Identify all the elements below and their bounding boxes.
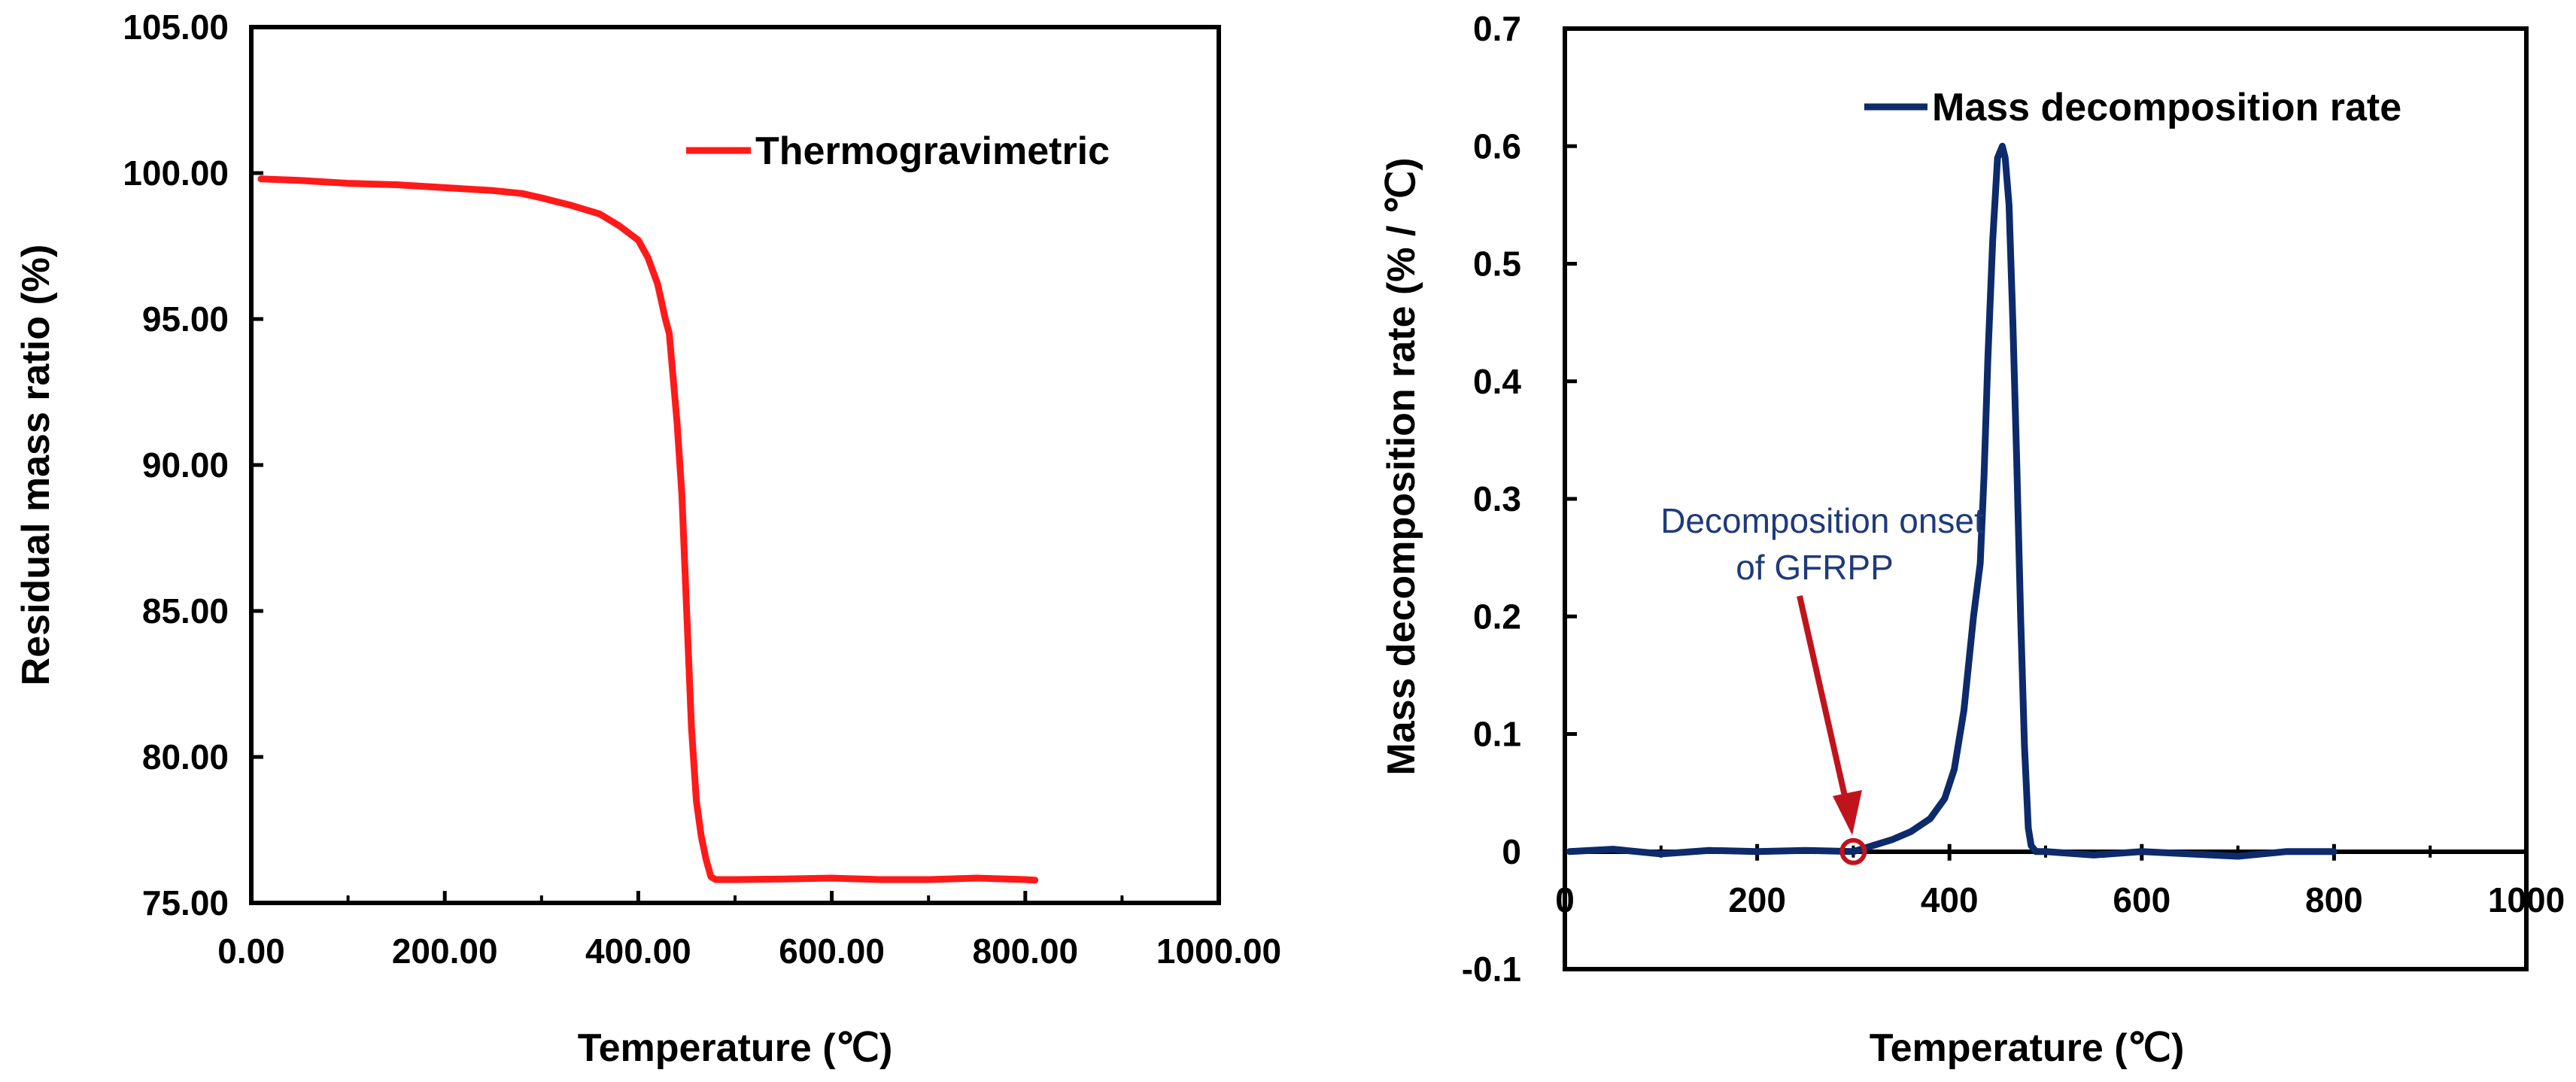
dtg-x-tick-label: 800 [2305, 880, 2363, 919]
dtg-x-tick-label: 0 [1555, 880, 1575, 919]
dtg-y-axis-title: Mass decomposition rate (% / ℃) [1380, 157, 1423, 775]
dtg-x-tick-label: 400 [1921, 880, 1979, 919]
dtg-x-tick-label: 1000 [2488, 880, 2565, 919]
dtg-x-tick-label: 600 [2113, 880, 2170, 919]
tg-chart: 75.00 80.00 85.00 90.00 95.00 100.00 105.00 0.… [14, 8, 1281, 1070]
tg-x-tick-label: 600.00 [779, 932, 885, 971]
tg-y-tick-label: 80.00 [142, 737, 229, 777]
dtg-x-tick-label: 200 [1728, 880, 1786, 919]
tg-x-tick-label: 0.00 [217, 932, 285, 971]
tg-x-tick-label: 1000.00 [1156, 932, 1281, 971]
tg-x-ticks: 0.00 200.00 400.00 600.00 800.00 1000.00 [217, 891, 1281, 971]
dtg-series-line [1566, 142, 2338, 860]
dtg-y-tick-label: 0 [1502, 832, 1521, 871]
tg-series-line [257, 175, 1039, 884]
dtg-y-ticks: -0.1 0 0.1 0.2 0.3 0.4 0.5 0.6 0.7 [1462, 9, 1577, 989]
dtg-chart: -0.1 0 0.1 0.2 0.3 0.4 0.5 0.6 0.7 0 200 400 600 800… [1380, 9, 2565, 1070]
tg-x-axis-title: Temperature (℃) [578, 1026, 893, 1070]
onset-arrow [1797, 595, 1852, 813]
dtg-legend-label: Mass decomposition rate [1932, 86, 2401, 129]
tg-y-tick-label: 95.00 [142, 299, 229, 339]
tg-y-ticks: 75.00 80.00 85.00 90.00 95.00 100.00 105.00 [123, 8, 263, 922]
tg-y-tick-label: 105.00 [123, 8, 229, 47]
dtg-y-tick-label: 0.6 [1473, 126, 1521, 166]
tg-y-tick-label: 100.00 [123, 153, 229, 193]
dtg-y-tick-label: 0.4 [1473, 362, 1521, 401]
tg-x-tick-label: 800.00 [972, 932, 1078, 971]
dtg-x-ticks: 0 200 400 600 800 1000 [1555, 843, 2565, 919]
tg-y-tick-label: 90.00 [142, 445, 229, 485]
dtg-plot-area [1563, 26, 2529, 971]
dtg-x-axis-title: Temperature (℃) [1870, 1026, 2185, 1070]
dtg-y-tick-label: 0.2 [1473, 597, 1521, 636]
tg-y-tick-label: 75.00 [142, 883, 229, 922]
dtg-y-tick-label: 0.7 [1473, 9, 1521, 48]
dtg-y-tick-label: 0.1 [1473, 715, 1521, 754]
dtg-y-tick-label: 0.3 [1473, 479, 1521, 518]
onset-marker [1839, 837, 1867, 865]
tg-y-tick-label: 85.00 [142, 591, 229, 631]
tg-legend-label: Thermogravimetric [755, 129, 1110, 173]
tg-x-tick-label: 400.00 [585, 932, 691, 971]
tg-x-tick-label: 200.00 [392, 932, 498, 971]
tg-y-axis-title: Residual mass ratio (%) [14, 245, 58, 686]
onset-annotation-line-2: of GFRPP [1736, 548, 1894, 587]
dtg-y-tick-label: -0.1 [1462, 950, 1521, 989]
dtg-y-tick-label: 0.5 [1473, 245, 1521, 284]
onset-arrowhead [1833, 790, 1862, 835]
onset-annotation-line-1: Decomposition onset [1660, 501, 1984, 540]
